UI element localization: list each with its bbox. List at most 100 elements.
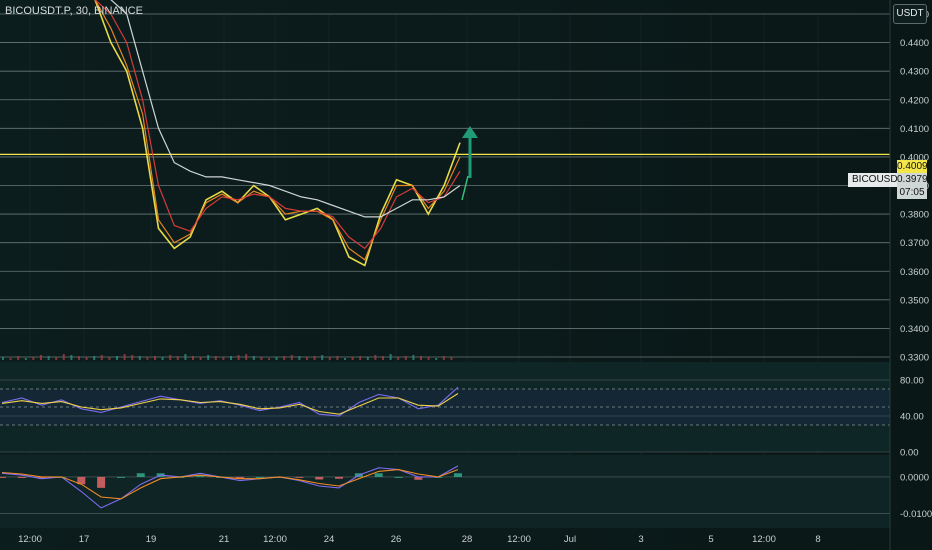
x-tick-label: 21 xyxy=(219,534,230,545)
series-line xyxy=(94,0,461,261)
macd-histogram-bar xyxy=(0,476,6,478)
volume-bar xyxy=(252,356,255,360)
volume-bar xyxy=(93,356,96,360)
last-price-value: 0.3979 xyxy=(897,174,928,185)
y-tick-label: -0.0100 xyxy=(900,509,932,520)
macd-histogram-bar xyxy=(235,476,244,479)
x-tick-label: 8 xyxy=(815,534,820,545)
volume-bar xyxy=(374,355,377,360)
volume-bar xyxy=(17,356,20,360)
y-tick-label: 0.3800 xyxy=(900,210,929,221)
y-tick-label: 0.4000 xyxy=(900,152,929,163)
volume-bar xyxy=(192,356,194,360)
currency-button[interactable]: USDT xyxy=(893,4,927,24)
y-tick-label: 0.3500 xyxy=(900,295,929,306)
macd-histogram-bar xyxy=(255,476,264,478)
volume-bar xyxy=(268,358,270,360)
macd-histogram-bar xyxy=(454,473,462,477)
x-tick-label: 26 xyxy=(391,534,402,545)
volume-bar xyxy=(321,355,324,360)
volume-bar xyxy=(62,354,65,360)
volume-bar xyxy=(100,355,103,360)
macd-histogram-bar xyxy=(17,476,26,478)
macd-histogram-bar xyxy=(295,476,304,478)
volume-bar xyxy=(298,356,301,360)
volume-bar xyxy=(108,357,111,360)
volume-bar xyxy=(138,356,141,360)
y-tick-label: 0.4400 xyxy=(900,38,929,49)
volume-bar xyxy=(366,357,369,360)
volume-bar xyxy=(336,356,339,360)
volume-bar xyxy=(9,358,12,360)
volume-bar xyxy=(24,358,27,360)
bar-countdown: 07:05 xyxy=(899,187,925,198)
y-tick-label: 0.0000 xyxy=(900,472,929,483)
x-tick-label: 12:00 xyxy=(263,534,287,545)
volume-bar xyxy=(245,354,248,360)
volume-bar xyxy=(85,357,88,360)
x-tick-label: 19 xyxy=(146,534,157,545)
volume-bar xyxy=(404,356,407,360)
macd-histogram-bar xyxy=(77,476,86,485)
series-segment xyxy=(461,175,469,201)
macd-panel: 0.0000 -0.0100 xyxy=(0,455,932,528)
volume-bar xyxy=(207,355,210,360)
volume-bar xyxy=(184,354,187,360)
volume-bar xyxy=(78,356,80,360)
volume-bar xyxy=(306,357,308,360)
arrow-annotation[interactable] xyxy=(462,126,478,178)
last-price-badge: 0.3979 07:05 xyxy=(897,173,928,199)
symbol-title: BICOUSDT.P, 30, BINANCE xyxy=(5,5,143,17)
up-arrow-icon xyxy=(462,126,478,138)
macd-histogram-bar xyxy=(374,473,383,477)
volume-bar xyxy=(154,356,156,360)
y-tick-label: 0.3600 xyxy=(900,267,929,278)
volume-bar xyxy=(389,354,392,360)
y-tick-label: 0.3400 xyxy=(900,324,929,335)
rsi-line xyxy=(1,393,459,415)
volume-bar xyxy=(397,357,400,360)
volume-bar xyxy=(283,356,286,360)
volume-bar xyxy=(435,358,438,360)
macd-histogram-bar xyxy=(414,476,423,480)
y-tick-label: 0.3700 xyxy=(900,238,929,249)
y-tick-label: 0.00 xyxy=(900,448,919,459)
series-line xyxy=(110,0,461,218)
x-tick-label: 3 xyxy=(638,534,643,545)
macd-histogram-bar xyxy=(315,476,324,480)
volume-bar xyxy=(199,357,202,360)
volume-bar xyxy=(214,356,217,360)
volume-bar xyxy=(290,355,293,360)
volume-bar xyxy=(55,357,58,360)
volume-bar xyxy=(237,355,240,360)
volume-bar xyxy=(131,355,134,360)
volume-bar xyxy=(344,358,346,360)
macd-line xyxy=(1,465,459,509)
volume-bar xyxy=(260,357,263,360)
volume-bar xyxy=(146,357,149,360)
volume-bar xyxy=(427,357,430,360)
volume-bar xyxy=(313,356,316,360)
y-tick-label: 0.4100 xyxy=(900,124,929,135)
x-tick-label: 17 xyxy=(79,534,90,545)
x-tick-label: 12:00 xyxy=(752,534,776,545)
macd-histogram-bar xyxy=(394,476,403,478)
x-tick-label: 28 xyxy=(462,534,473,545)
volume-bar xyxy=(161,357,164,360)
volume-bar xyxy=(382,356,384,360)
volume-bar xyxy=(70,355,73,360)
series-line xyxy=(94,0,461,267)
volume-bar xyxy=(442,356,445,360)
volume-bar xyxy=(230,356,232,360)
macd-histogram-bar xyxy=(116,476,125,478)
volume-bar xyxy=(412,355,415,360)
volume-bar xyxy=(47,356,50,360)
price-series xyxy=(0,0,890,267)
volume-bar xyxy=(116,356,118,360)
y-tick-label: 80.00 xyxy=(900,376,924,387)
volume-bar xyxy=(222,357,225,360)
y-tick-label: 0.3300 xyxy=(900,353,929,364)
macd-panel-background xyxy=(0,455,890,528)
volume-bar xyxy=(359,356,362,360)
